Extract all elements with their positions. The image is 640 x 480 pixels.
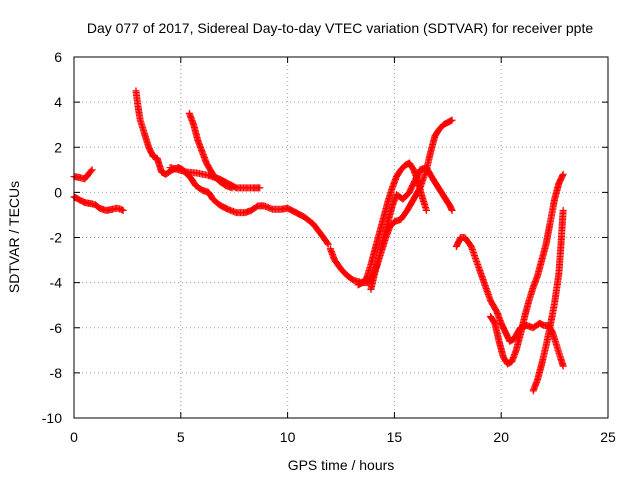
series-9 — [487, 170, 567, 368]
data-point — [228, 184, 236, 192]
data-point — [559, 206, 567, 214]
data-point — [422, 206, 430, 214]
y-tick-label: 4 — [54, 94, 62, 110]
data-point — [324, 240, 332, 248]
y-tick-label: -2 — [50, 230, 63, 246]
x-axis-label: GPS time / hours — [288, 457, 395, 473]
x-tick-labels: 0 5 10 15 20 25 — [70, 429, 616, 445]
y-tick-label: -8 — [50, 365, 63, 381]
y-axis-label: SDTVAR / TECUs — [6, 181, 22, 293]
y-tick-label: -6 — [50, 320, 63, 336]
y-tick-label: 0 — [54, 184, 62, 200]
x-tick-label: 5 — [177, 429, 185, 445]
data-point — [559, 172, 567, 180]
series-8 — [452, 234, 567, 370]
series-7 — [367, 164, 456, 293]
y-tick-label: 2 — [54, 139, 62, 155]
data-point — [88, 166, 96, 174]
series-1 — [70, 193, 127, 214]
data-point — [448, 116, 456, 124]
data-point — [256, 184, 264, 192]
x-tick-label: 25 — [600, 429, 616, 445]
series-0 — [70, 166, 96, 183]
data-point — [448, 206, 456, 214]
data-point — [119, 206, 127, 214]
x-tick-label: 0 — [70, 429, 78, 445]
data-point — [559, 170, 567, 178]
chart-title: Day 077 of 2017, Sidereal Day-to-day VTE… — [87, 20, 594, 36]
series-10 — [529, 206, 567, 395]
y-tick-label: -4 — [50, 275, 63, 291]
plot-frame — [73, 56, 609, 419]
x-tick-label: 20 — [493, 429, 509, 445]
data-point — [323, 239, 331, 247]
y-tick-label: 6 — [54, 49, 62, 65]
series-2 — [132, 87, 332, 248]
x-tick-label: 10 — [280, 429, 296, 445]
grid — [74, 57, 608, 418]
data-point — [559, 362, 567, 370]
y-tick-labels: -10 -8 -6 -4 -2 0 2 4 6 — [42, 49, 62, 426]
data-points — [70, 87, 567, 395]
series-4 — [185, 109, 236, 192]
y-tick-label: -10 — [42, 410, 62, 426]
x-tick-label: 15 — [387, 429, 403, 445]
data-point — [87, 167, 95, 175]
